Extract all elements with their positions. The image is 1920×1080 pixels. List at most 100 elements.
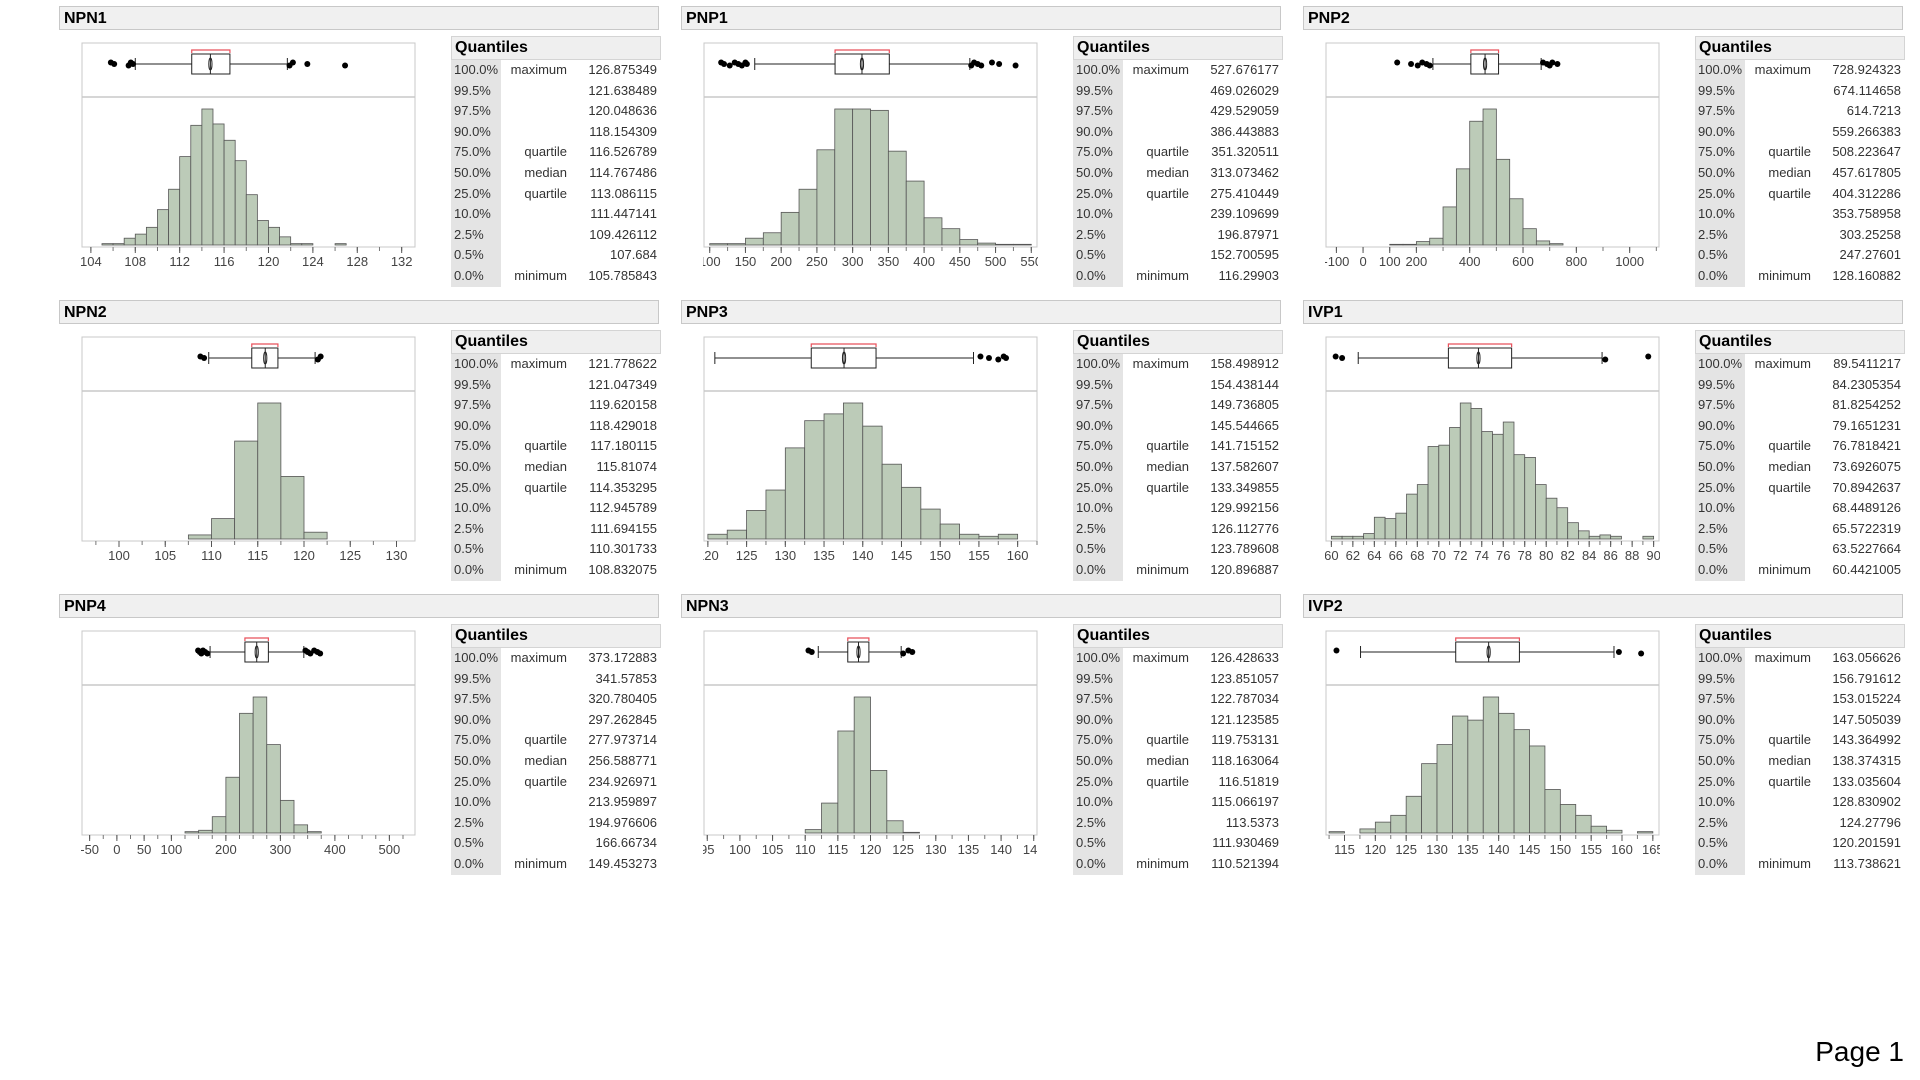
histogram-bar [1470, 408, 1483, 540]
quantile-label [501, 539, 571, 560]
quantile-label [1123, 689, 1193, 710]
quantile-row: 2.5% 196.87971 [1073, 224, 1283, 246]
panel-header[interactable]: NPN3 [681, 594, 1281, 618]
quantiles-header[interactable]: Quantiles [1695, 624, 1905, 648]
quantiles-header[interactable]: Quantiles [1695, 36, 1905, 60]
panel-header[interactable]: NPN2 [59, 300, 659, 324]
histogram-bar [941, 228, 961, 246]
quantile-value: 386.443883 [1210, 123, 1279, 139]
quantile-level: 0.5% [1695, 833, 1745, 854]
quantile-label [1123, 813, 1193, 834]
x-tick-label: 155 [1580, 842, 1602, 857]
quantile-level: 2.5% [1073, 224, 1123, 246]
distribution-panel-npn1: NPN1 104 108 112 116 120 124 128 132 Quantiles 100… [59, 6, 661, 296]
quantile-label [501, 792, 571, 813]
x-tick-label: 100 [729, 842, 751, 857]
histogram-bar [280, 476, 305, 540]
quantiles-header[interactable]: Quantiles [451, 330, 661, 354]
histogram-bar [995, 243, 1014, 246]
panel-header[interactable]: IVP2 [1303, 594, 1903, 618]
quantile-level: 50.0% [1073, 162, 1123, 184]
distribution-panel-pnp1: PNP1 100 150 200 250 300 350 400 450 500 550 Quanti… [681, 6, 1283, 296]
outlier-point [1426, 62, 1433, 69]
page-number: Page 1 [1815, 1036, 1904, 1067]
histogram-bar [245, 194, 258, 246]
quantile-row: 2.5% 111.694155 [451, 518, 661, 540]
x-tick-label: 50 [137, 842, 151, 857]
quantiles-header[interactable]: Quantiles [1073, 624, 1283, 648]
quantile-label [501, 689, 571, 710]
panel-header[interactable]: NPN1 [59, 6, 659, 30]
quantiles-header[interactable]: Quantiles [1695, 330, 1905, 354]
quantiles-header[interactable]: Quantiles [1073, 36, 1283, 60]
quantile-label [1745, 669, 1815, 690]
quantile-level: 99.5% [451, 668, 501, 690]
panel-title: PNP1 [686, 10, 728, 27]
quantile-label [1123, 416, 1193, 437]
histogram-bar [798, 188, 818, 246]
x-tick-label: 140 [1488, 842, 1510, 857]
histogram-bar [1559, 804, 1577, 834]
quantile-label: median [524, 752, 567, 768]
quantile-value: 147.505039 [1832, 711, 1901, 727]
quantile-level: 25.0% [1073, 771, 1123, 793]
histogram-bar [1455, 168, 1471, 246]
quantile-level: 100.0% [451, 60, 501, 81]
quantile-value: 111.447141 [590, 206, 657, 222]
histogram-bar [1495, 158, 1511, 246]
quantile-row: 100.0% maximum 158.498912 [1073, 354, 1283, 375]
quantile-value: 166.66734 [595, 835, 657, 851]
quantile-row: 0.5% 166.66734 [451, 833, 661, 854]
x-tick-label: 84 [1582, 548, 1596, 563]
histogram-bar [709, 243, 728, 246]
quantile-level: 75.0% [451, 142, 501, 163]
histogram-bar [881, 463, 902, 540]
quantile-row: 90.0% 559.266383 [1695, 121, 1905, 143]
quantile-label [1745, 81, 1815, 102]
quantile-level: 99.5% [1695, 374, 1745, 396]
quantile-row: 75.0% quartile 117.180115 [451, 436, 661, 457]
quantile-label: quartile [1146, 438, 1189, 454]
x-tick-label: 500 [985, 254, 1007, 269]
histogram-bar [923, 217, 943, 246]
mean-diamond [263, 351, 268, 365]
quantile-row: 10.0% 353.758958 [1695, 204, 1905, 225]
panel-header[interactable]: PNP1 [681, 6, 1281, 30]
histogram-bar [920, 508, 941, 540]
distribution-panel-ivp2: IVP2 115 120 125 130 135 140 145 150 155 160 165 Qua… [1303, 594, 1905, 884]
histogram-bar [187, 534, 212, 540]
quantile-row: 90.0% 297.262845 [451, 709, 661, 731]
quantiles-header[interactable]: Quantiles [451, 36, 661, 60]
panel-header[interactable]: PNP3 [681, 300, 1281, 324]
quantile-value: 73.6926075 [1832, 458, 1901, 474]
quantile-level: 97.5% [1073, 395, 1123, 416]
panel-header[interactable]: PNP2 [1303, 6, 1903, 30]
mean-diamond [1476, 351, 1481, 365]
outlier-point [1615, 649, 1622, 655]
quantile-label: maximum [1754, 650, 1811, 665]
quantile-label: median [1146, 458, 1189, 474]
x-tick-label: 150 [929, 548, 951, 563]
quantile-value: 728.924323 [1832, 62, 1901, 77]
histogram-bar [862, 425, 883, 540]
panel-header[interactable]: IVP1 [1303, 300, 1903, 324]
quantile-label: quartile [1768, 773, 1811, 789]
histogram-bar [301, 243, 314, 246]
quantile-row: 2.5% 109.426112 [451, 224, 661, 246]
quantile-label [501, 81, 571, 102]
quantile-row: 90.0% 118.429018 [451, 415, 661, 437]
x-tick-label: 105 [762, 842, 784, 857]
quantile-label [1123, 792, 1193, 813]
quantile-label: minimum [1136, 561, 1189, 577]
outlier-point [130, 61, 137, 67]
quantile-level: 99.5% [451, 80, 501, 102]
quantiles-header[interactable]: Quantiles [1073, 330, 1283, 354]
quantiles-header[interactable]: Quantiles [451, 624, 661, 648]
quantile-label [1745, 689, 1815, 710]
quantile-level: 90.0% [1695, 121, 1745, 143]
panel-header[interactable]: PNP4 [59, 594, 659, 618]
histogram-bar [1545, 497, 1558, 540]
quantile-level: 100.0% [451, 648, 501, 669]
quantile-label: maximum [510, 650, 567, 665]
quantile-value: 614.7213 [1846, 103, 1901, 119]
